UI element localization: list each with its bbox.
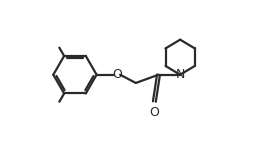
- Text: O: O: [150, 106, 159, 119]
- Text: N: N: [175, 68, 185, 81]
- Text: O: O: [112, 68, 122, 81]
